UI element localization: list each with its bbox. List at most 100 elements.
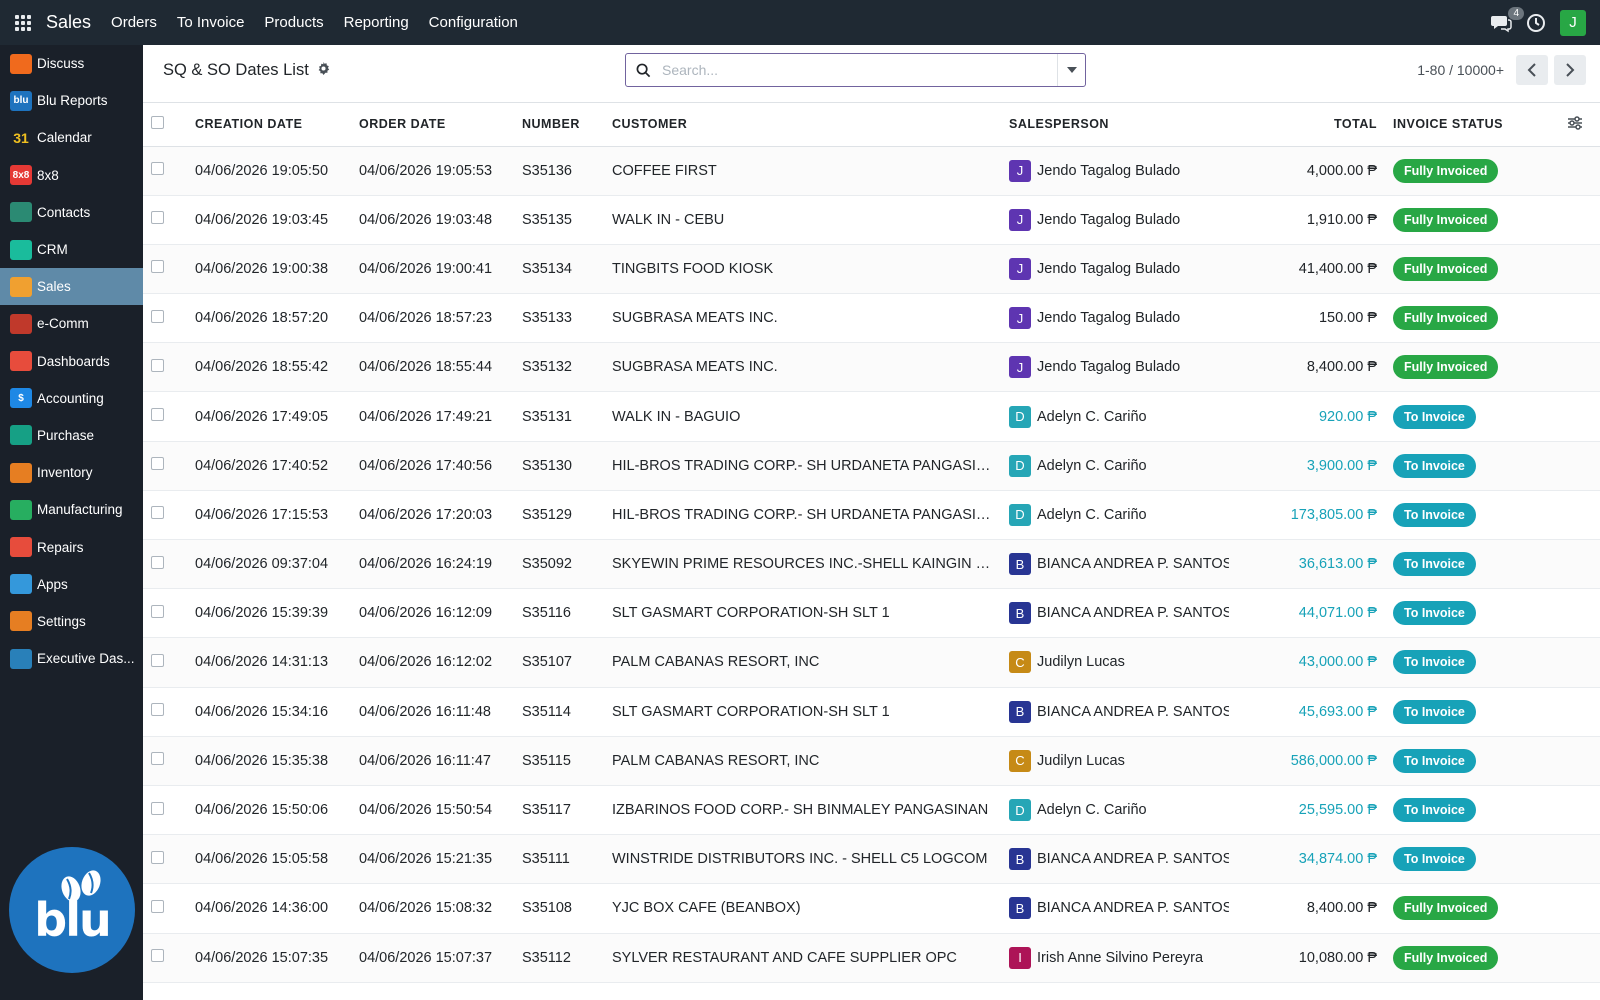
row-checkbox[interactable]: [151, 162, 164, 176]
row-checkbox[interactable]: [151, 358, 164, 372]
header-total[interactable]: TOTAL: [1229, 103, 1385, 147]
salesperson-avatar[interactable]: B: [1009, 700, 1031, 723]
sidebar-item-apps[interactable]: Apps: [0, 566, 143, 603]
sidebar-item-contacts[interactable]: Contacts: [0, 194, 143, 231]
gear-icon[interactable]: [317, 62, 330, 79]
optional-columns-icon[interactable]: [1567, 116, 1583, 133]
row-checkbox[interactable]: [151, 457, 164, 471]
user-avatar[interactable]: J: [1560, 9, 1586, 36]
table-row[interactable]: 04/06/2026 14:31:13 04/06/2026 16:12:02 S3…: [143, 637, 1600, 688]
table-row[interactable]: 04/06/2026 15:05:58 04/06/2026 15:21:35 S3…: [143, 834, 1600, 885]
table-row[interactable]: 04/06/2026 17:15:53 04/06/2026 17:20:03 S3…: [143, 490, 1600, 541]
salesperson-avatar[interactable]: J: [1009, 159, 1031, 182]
row-checkbox[interactable]: [151, 899, 164, 913]
header-order-date[interactable]: ORDER DATE: [351, 103, 514, 147]
select-all-checkbox[interactable]: [151, 116, 164, 130]
sidebar-item-label: Blu Reports: [37, 93, 108, 109]
menu-item-configuration[interactable]: Configuration: [428, 14, 518, 31]
table-row[interactable]: 04/06/2026 19:05:50 04/06/2026 19:05:53 S3…: [143, 146, 1600, 196]
salesperson-avatar[interactable]: D: [1009, 503, 1031, 526]
salesperson-avatar[interactable]: D: [1009, 799, 1031, 822]
table-row[interactable]: 04/06/2026 18:57:20 04/06/2026 18:57:23 S3…: [143, 293, 1600, 344]
pager-next-button[interactable]: [1554, 55, 1586, 85]
sidebar-item-purchase[interactable]: Purchase: [0, 417, 143, 454]
menu-item-reporting[interactable]: Reporting: [343, 14, 409, 31]
row-checkbox[interactable]: [151, 752, 164, 766]
row-checkbox[interactable]: [151, 801, 164, 815]
row-checkbox[interactable]: [151, 309, 164, 323]
salesperson-avatar[interactable]: J: [1009, 257, 1031, 280]
salesperson-avatar[interactable]: J: [1009, 356, 1031, 379]
row-checkbox[interactable]: [151, 850, 164, 864]
table-row[interactable]: 04/06/2026 19:03:45 04/06/2026 19:03:48 S3…: [143, 195, 1600, 245]
row-checkbox[interactable]: [151, 260, 164, 274]
sidebar-item-blu-reports[interactable]: blu Blu Reports: [0, 82, 143, 119]
header-invoice-status[interactable]: INVOICE STATUS: [1385, 103, 1550, 147]
salesperson-avatar[interactable]: I: [1009, 946, 1031, 969]
number-cell: S35134: [514, 244, 604, 295]
sidebar-item-accounting[interactable]: $ Accounting: [0, 380, 143, 417]
sidebar-item-calendar[interactable]: 31 Calendar: [0, 119, 143, 156]
app-name[interactable]: Sales: [46, 12, 92, 32]
table-row[interactable]: 04/06/2026 15:07:35 04/06/2026 15:07:37 S3…: [143, 933, 1600, 983]
table-row[interactable]: 04/06/2026 15:35:38 04/06/2026 16:11:47 S3…: [143, 736, 1600, 786]
menu-item-orders[interactable]: Orders: [111, 14, 157, 31]
table-row[interactable]: 04/06/2026 17:49:05 04/06/2026 17:49:21 S3…: [143, 391, 1600, 442]
salesperson-avatar[interactable]: C: [1009, 651, 1031, 674]
sidebar-item-settings[interactable]: Settings: [0, 603, 143, 640]
row-checkbox[interactable]: [151, 653, 164, 667]
sidebar-item-executive-das[interactable]: Executive Das...: [0, 640, 143, 677]
salesperson-avatar[interactable]: B: [1009, 602, 1031, 625]
table-row[interactable]: 04/06/2026 17:40:52 04/06/2026 17:40:56 S3…: [143, 441, 1600, 491]
app-switcher-icon[interactable]: [0, 0, 46, 45]
salesperson-name: BIANCA ANDREA P. SANTOS: [1037, 703, 1229, 720]
sidebar-item-discuss[interactable]: Discuss: [0, 45, 143, 82]
sidebar-item-sales[interactable]: Sales: [0, 268, 143, 306]
salesperson-avatar[interactable]: D: [1009, 405, 1031, 428]
sidebar-item-manufacturing[interactable]: Manufacturing: [0, 491, 143, 528]
menu-item-to-invoice[interactable]: To Invoice: [176, 14, 245, 31]
salesperson-name: BIANCA ANDREA P. SANTOS: [1037, 605, 1229, 622]
table-row[interactable]: 04/06/2026 19:00:38 04/06/2026 19:00:41 S3…: [143, 244, 1600, 295]
pager-previous-button[interactable]: [1516, 55, 1548, 85]
table-row[interactable]: 04/06/2026 15:34:16 04/06/2026 16:11:48 S3…: [143, 687, 1600, 737]
number-cell: S35129: [514, 490, 604, 541]
sidebar-item-8x8[interactable]: 8x8 8x8: [0, 157, 143, 194]
sidebar-item-e-comm[interactable]: e-Comm: [0, 305, 143, 342]
table-row[interactable]: 04/06/2026 09:37:04 04/06/2026 16:24:19 S3…: [143, 539, 1600, 590]
sidebar-item-crm[interactable]: CRM: [0, 231, 143, 268]
row-checkbox[interactable]: [151, 211, 164, 225]
row-checkbox[interactable]: [151, 506, 164, 520]
row-checkbox[interactable]: [151, 408, 164, 422]
sidebar-item-repairs[interactable]: Repairs: [0, 528, 143, 565]
salesperson-avatar[interactable]: B: [1009, 897, 1031, 920]
sidebar-item-inventory[interactable]: Inventory: [0, 454, 143, 491]
row-checkbox[interactable]: [151, 949, 164, 963]
header-number[interactable]: NUMBER: [514, 103, 604, 147]
sidebar-item-dashboards[interactable]: Dashboards: [0, 343, 143, 380]
header-creation-date[interactable]: CREATION DATE: [187, 103, 351, 147]
row-checkbox[interactable]: [151, 604, 164, 618]
header-salesperson[interactable]: SALESPERSON: [1001, 103, 1229, 147]
search-options-toggle[interactable]: [1057, 54, 1085, 86]
menu-item-products[interactable]: Products: [264, 14, 324, 31]
activity-clock-icon[interactable]: [1526, 13, 1546, 33]
salesperson-avatar[interactable]: C: [1009, 749, 1031, 772]
table-row[interactable]: 04/06/2026 15:50:06 04/06/2026 15:50:54 S3…: [143, 785, 1600, 836]
pager-value[interactable]: 1-80 / 10000+: [1417, 62, 1504, 78]
salesperson-avatar[interactable]: J: [1009, 307, 1031, 330]
salesperson-avatar[interactable]: J: [1009, 208, 1031, 231]
search-input[interactable]: [660, 55, 1057, 85]
invoice-status-badge: To Invoice: [1393, 748, 1476, 773]
row-checkbox[interactable]: [151, 703, 164, 717]
chat-icon[interactable]: 4: [1490, 6, 1524, 33]
salesperson-avatar[interactable]: D: [1009, 454, 1031, 477]
table-row[interactable]: 04/06/2026 18:55:42 04/06/2026 18:55:44 S3…: [143, 342, 1600, 393]
salesperson-avatar[interactable]: B: [1009, 848, 1031, 871]
table-row[interactable]: 04/06/2026 15:39:39 04/06/2026 16:12:09 S3…: [143, 588, 1600, 639]
table-row[interactable]: 04/06/2026 14:36:00 04/06/2026 15:08:32 S3…: [143, 883, 1600, 934]
salesperson-cell: B BIANCA ANDREA P. SANTOS: [1009, 700, 1229, 723]
salesperson-avatar[interactable]: B: [1009, 553, 1031, 576]
header-customer[interactable]: CUSTOMER: [604, 103, 1001, 147]
row-checkbox[interactable]: [151, 555, 164, 569]
